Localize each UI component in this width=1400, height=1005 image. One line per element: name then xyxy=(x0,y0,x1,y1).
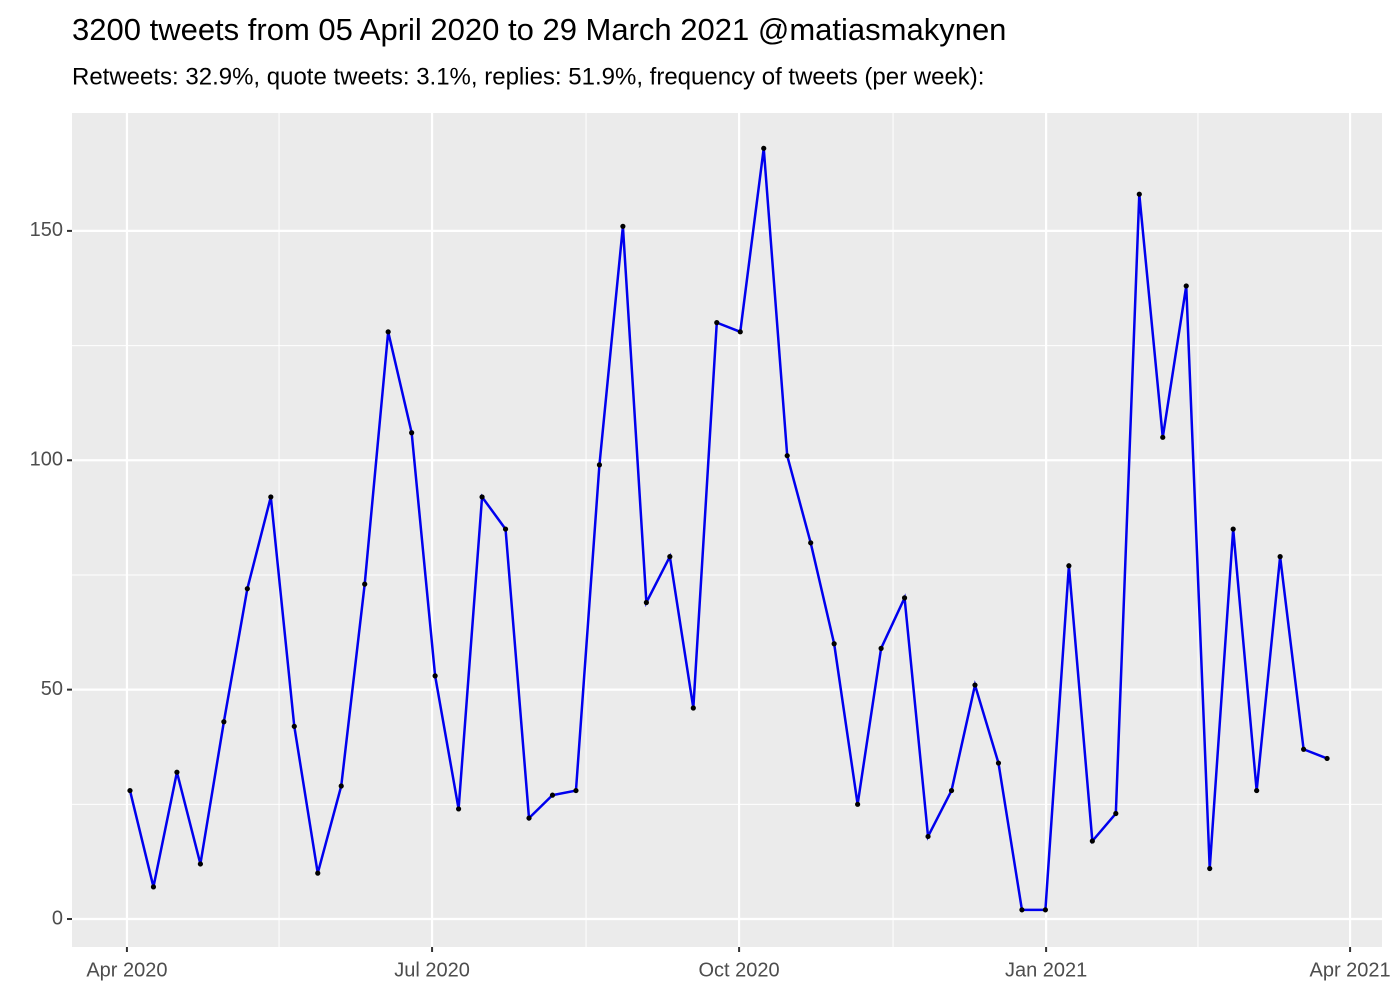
data-point xyxy=(1160,434,1166,440)
data-point xyxy=(268,494,274,500)
data-point xyxy=(150,884,157,890)
data-point xyxy=(549,792,556,798)
chart-subtitle: Retweets: 32.9%, quote tweets: 3.1%, rep… xyxy=(72,63,984,90)
data-point xyxy=(338,783,344,789)
data-point xyxy=(455,806,462,812)
data-point xyxy=(972,682,978,688)
x-tick-label: Jul 2020 xyxy=(394,959,470,981)
data-point xyxy=(831,641,837,647)
data-point xyxy=(362,581,368,587)
data-point xyxy=(526,815,532,821)
data-point xyxy=(1324,755,1330,762)
y-tick-label: 150 xyxy=(30,219,63,241)
data-point xyxy=(1066,563,1072,569)
data-point xyxy=(502,526,509,532)
data-point xyxy=(1019,907,1025,913)
data-point xyxy=(620,223,626,229)
series-line xyxy=(128,148,1328,912)
data-point xyxy=(1089,838,1095,844)
data-point xyxy=(573,787,579,794)
data-point xyxy=(385,329,391,335)
x-tick-label: Apr 2020 xyxy=(86,959,167,981)
data-point xyxy=(995,760,1002,766)
data-point xyxy=(1136,191,1142,197)
data-point xyxy=(925,833,931,840)
data-point xyxy=(784,453,790,459)
y-tick-label: 100 xyxy=(30,449,63,471)
data-point xyxy=(737,329,743,335)
x-tick-label: Jan 2021 xyxy=(1005,959,1087,981)
data-point xyxy=(197,861,203,867)
data-point xyxy=(479,494,485,500)
data-point xyxy=(1301,746,1307,752)
data-point xyxy=(174,769,180,775)
data-point xyxy=(667,554,673,560)
data-point xyxy=(643,599,649,606)
y-tick-label: 50 xyxy=(41,678,63,700)
data-point xyxy=(409,430,415,436)
data-point xyxy=(244,586,250,592)
data-point xyxy=(1207,865,1213,872)
y-tick-label: 0 xyxy=(52,907,63,929)
data-point xyxy=(596,462,603,468)
x-tick-label: Oct 2020 xyxy=(699,959,780,981)
data-point xyxy=(315,870,321,876)
x-tick-label: Apr 2021 xyxy=(1309,959,1390,981)
data-point xyxy=(855,801,861,807)
data-point xyxy=(878,645,884,651)
data-point xyxy=(291,723,297,729)
data-point xyxy=(761,145,767,151)
data-point xyxy=(1183,283,1189,289)
data-point xyxy=(901,595,908,601)
data-point xyxy=(1254,787,1260,794)
data-point xyxy=(221,719,227,725)
data-point xyxy=(1113,810,1119,817)
data-point xyxy=(690,705,696,711)
data-point xyxy=(808,540,814,546)
plot-panel xyxy=(72,113,1382,947)
data-point xyxy=(948,787,955,794)
data-point xyxy=(432,673,438,679)
data-point xyxy=(1042,907,1049,913)
data-point xyxy=(1230,526,1236,532)
data-point xyxy=(127,787,133,794)
data-point xyxy=(714,320,720,326)
data-point xyxy=(1277,554,1283,560)
chart-title: 3200 tweets from 05 April 2020 to 29 Mar… xyxy=(72,12,1006,47)
